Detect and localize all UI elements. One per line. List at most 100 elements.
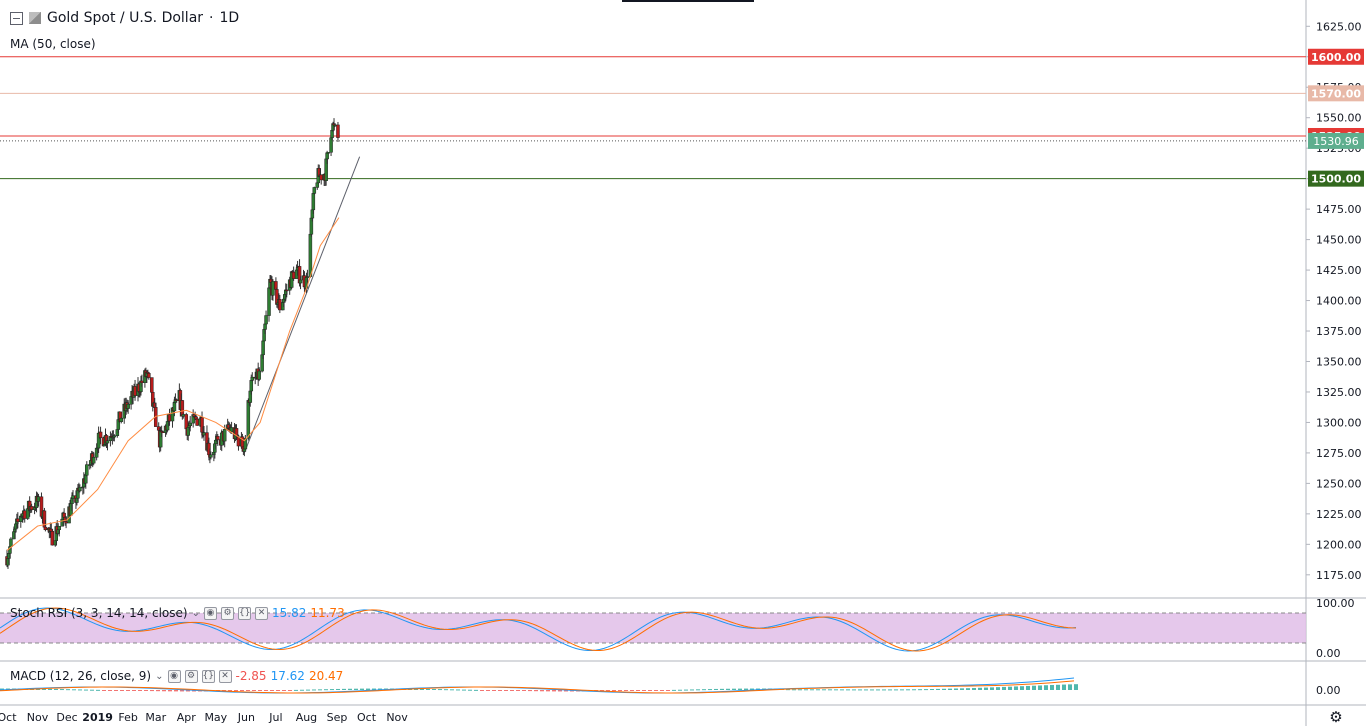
y-tick-label: 1350.00 — [1316, 355, 1362, 368]
macd-histogram-bar — [0, 688, 4, 690]
macd-histogram-bar — [696, 689, 700, 691]
macd-histogram-bar — [936, 688, 940, 690]
y-tick-label: 1300.00 — [1316, 416, 1362, 429]
trendline[interactable] — [243, 156, 361, 454]
candle-up — [209, 454, 213, 458]
macd-histogram-bar — [882, 689, 886, 691]
stoch-k-line[interactable] — [0, 607, 1077, 652]
macd-histogram-bar — [504, 690, 508, 691]
stoch-d-line[interactable] — [0, 607, 1077, 652]
stoch-band — [0, 613, 1306, 643]
macd-histogram-bar — [660, 690, 664, 691]
visibility-icon[interactable]: ◉ — [167, 669, 181, 683]
candle-up — [298, 279, 303, 284]
source-icon[interactable]: {} — [237, 606, 251, 620]
macd-histogram-bar — [90, 689, 94, 691]
macd-histogram-bar — [996, 687, 1000, 690]
macd-histogram-bar — [810, 689, 814, 691]
macd-histogram-bar — [42, 688, 46, 690]
stoch-label[interactable]: Stoch RSI (3, 3, 14, 14, close) — [10, 606, 188, 620]
macd-histogram-bar — [486, 690, 490, 691]
candle-down — [16, 518, 20, 522]
macd-histogram-bar — [540, 690, 544, 692]
close-icon[interactable]: ✕ — [218, 669, 232, 683]
candle-up — [271, 281, 275, 296]
x-tick-label: Oct — [0, 711, 17, 724]
macd-histogram-bar — [738, 688, 742, 690]
x-tick-label: Aug — [296, 711, 317, 724]
candle-up — [305, 276, 310, 278]
macd-histogram-bar — [894, 689, 898, 691]
macd-histogram-bar — [804, 689, 808, 691]
macd-histogram-bar — [270, 690, 274, 691]
macd-histogram-bar — [624, 690, 628, 691]
macd-histogram-bar — [84, 689, 88, 691]
x-tick-label: Oct — [357, 711, 377, 724]
chevron-down-icon[interactable]: ⌄ — [155, 670, 164, 682]
macd-histogram-bar — [900, 689, 904, 691]
macd-histogram-bar — [468, 689, 472, 691]
macd-histogram-bar — [648, 690, 652, 691]
x-tick-label: Nov — [27, 711, 49, 724]
candle-up — [36, 496, 41, 502]
candle-up — [308, 233, 313, 277]
macd-histogram-bar — [1014, 686, 1018, 690]
candle-up — [85, 464, 89, 476]
macd-histogram-bar — [1068, 684, 1072, 690]
ma-legend[interactable]: MA (50, close) — [10, 37, 96, 51]
x-tick-label: Feb — [118, 711, 137, 724]
candle-down — [184, 414, 189, 430]
x-tick-label: Mar — [145, 711, 166, 724]
gear-icon[interactable]: ⚙ — [1329, 708, 1342, 726]
macd-histogram-bar — [336, 688, 340, 690]
title-separator: · — [209, 10, 214, 26]
candle-down — [291, 271, 296, 279]
macd-histogram-bar — [354, 688, 358, 690]
settings-icon[interactable]: ⚙ — [220, 606, 234, 620]
macd-histogram-bar — [756, 688, 760, 690]
macd-histogram-bar — [672, 689, 676, 691]
macd-histogram-bar — [360, 688, 364, 690]
macd-histogram-bar — [456, 689, 460, 691]
macd-histogram-bar — [60, 689, 64, 691]
macd-histogram-bar — [978, 687, 982, 690]
macd-histogram-bar — [606, 690, 610, 692]
macd-histogram-bar — [1032, 685, 1036, 690]
macd-histogram-bar — [174, 690, 178, 692]
macd-histogram-bar — [342, 688, 346, 690]
macd-histogram-bar — [1002, 686, 1006, 690]
collapse-icon[interactable] — [10, 11, 23, 25]
stoch-d-value: 11.73 — [310, 606, 345, 620]
candle-down — [50, 531, 55, 546]
interval-label[interactable]: 1D — [219, 10, 240, 26]
macd-signal-line[interactable] — [0, 680, 1075, 694]
macd-histogram-bar — [630, 690, 634, 691]
chevron-down-icon[interactable]: ⌄ — [191, 607, 200, 619]
symbol-icon — [29, 12, 41, 24]
macd-histogram-bar — [552, 690, 556, 692]
symbol-title[interactable]: Gold Spot / U.S. Dollar — [47, 10, 204, 26]
y-tick-label: 1625.00 — [1316, 20, 1362, 33]
candle-up — [326, 151, 330, 154]
x-tick-label: 2019 — [82, 711, 113, 724]
visibility-icon[interactable]: ◉ — [203, 606, 217, 620]
macd-histogram-bar — [1074, 684, 1078, 690]
macd-histogram-bar — [348, 688, 352, 690]
close-icon[interactable]: ✕ — [254, 606, 268, 620]
ma50-line[interactable] — [6, 217, 340, 551]
macd-histogram-bar — [288, 690, 292, 691]
candle-up — [91, 457, 96, 464]
macd-label[interactable]: MACD (12, 26, close, 9) — [10, 669, 152, 683]
macd-histogram-bar — [318, 689, 322, 691]
macd-histogram-bar — [1008, 686, 1012, 690]
y-tick-label: 1275.00 — [1316, 447, 1362, 460]
macd-histogram-bar — [240, 690, 244, 692]
macd-histogram-bar — [294, 689, 298, 691]
macd-histogram-bar — [150, 690, 154, 692]
macd-histogram-bar — [492, 690, 496, 691]
macd-histogram-bar — [306, 689, 310, 691]
source-icon[interactable]: {} — [201, 669, 215, 683]
settings-icon[interactable]: ⚙ — [184, 669, 198, 683]
candle-up — [249, 380, 254, 392]
